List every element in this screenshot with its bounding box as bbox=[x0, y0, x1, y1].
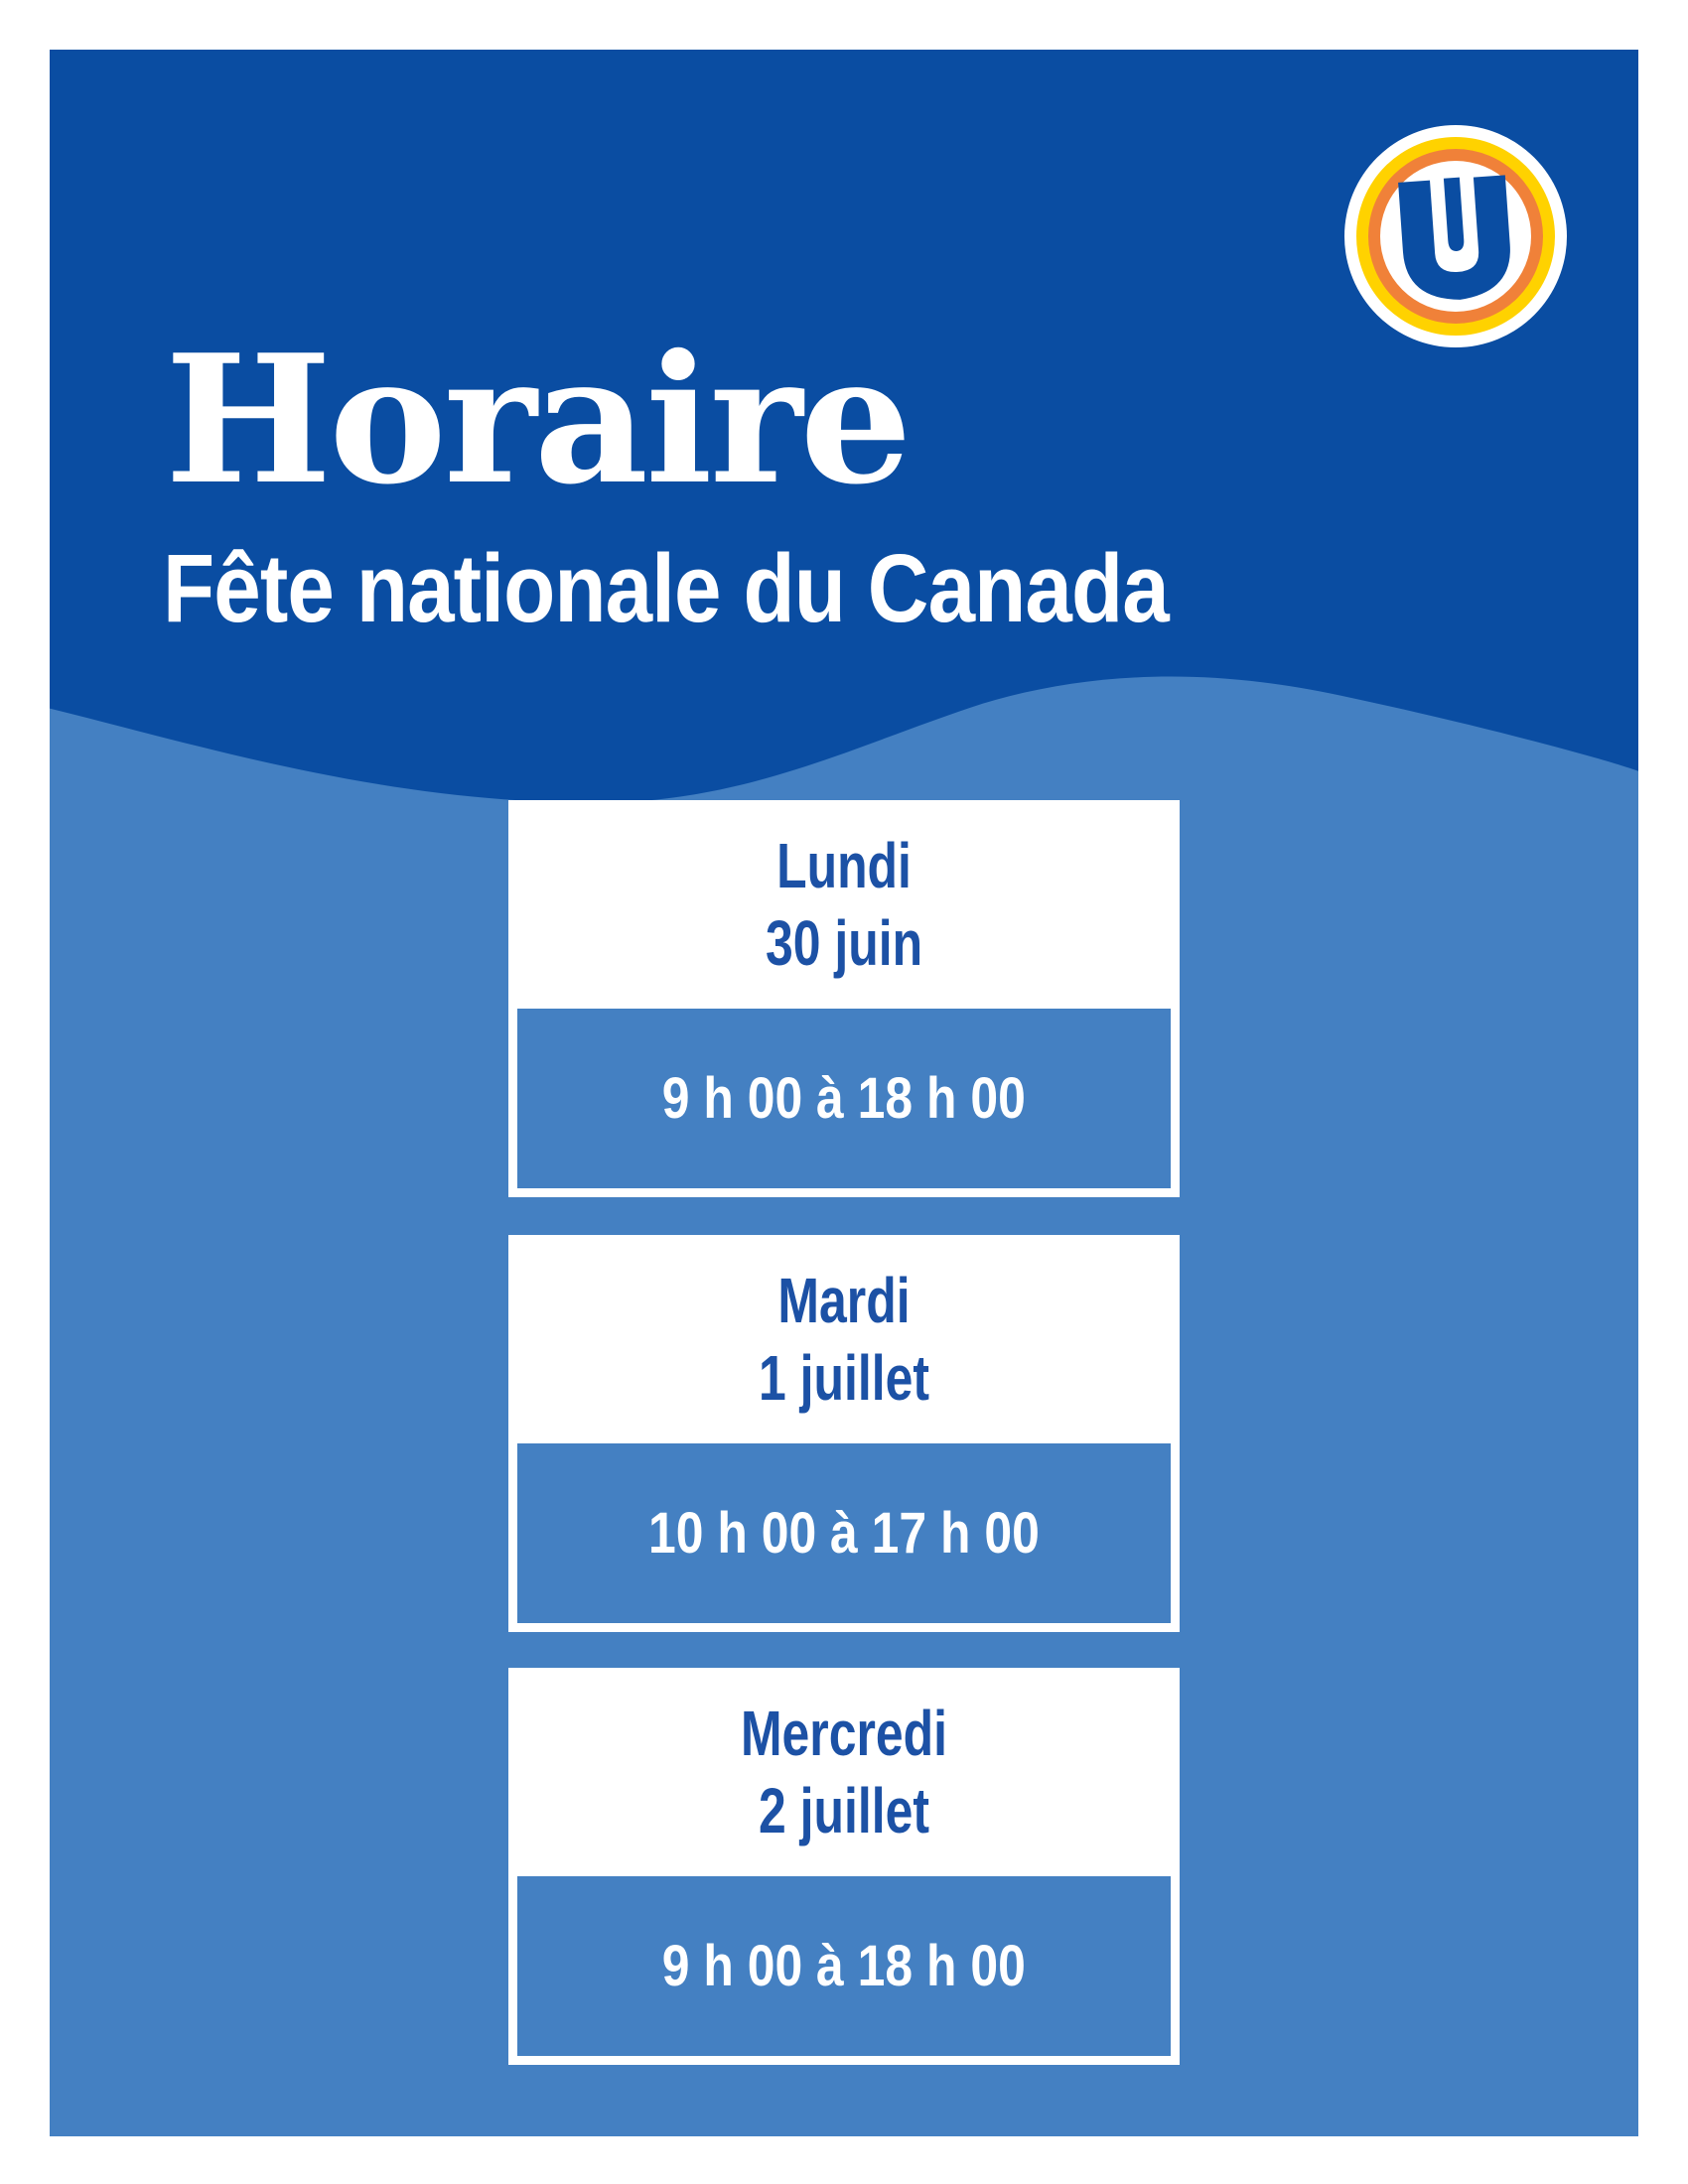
hours-label: 9 h 00 à 18 h 00 bbox=[661, 1065, 1027, 1131]
brand-logo-u-icon bbox=[1344, 125, 1567, 347]
schedule-card-lundi: Lundi 30 juin 9 h 00 à 18 h 00 bbox=[508, 800, 1180, 1197]
logo-letter-u bbox=[1398, 173, 1510, 300]
schedule-card-mercredi: Mercredi 2 juillet 9 h 00 à 18 h 00 bbox=[508, 1668, 1180, 2065]
poster-canvas: Horaire Fête nationale du Canada Lundi 3… bbox=[50, 50, 1638, 2136]
hours-box: 9 h 00 à 18 h 00 bbox=[517, 1009, 1171, 1188]
day-label: Lundi bbox=[776, 830, 912, 901]
hours-label: 10 h 00 à 17 h 00 bbox=[648, 1500, 1040, 1566]
date-label: 2 juillet bbox=[759, 1775, 929, 1846]
day-label: Mardi bbox=[777, 1265, 911, 1336]
hours-box: 10 h 00 à 17 h 00 bbox=[517, 1443, 1171, 1623]
date-label: 1 juillet bbox=[759, 1342, 929, 1414]
schedule-card-mardi: Mardi 1 juillet 10 h 00 à 17 h 00 bbox=[508, 1235, 1180, 1632]
date-label: 30 juin bbox=[765, 907, 923, 979]
card-header: Mercredi 2 juillet bbox=[589, 1668, 1098, 1876]
poster-title: Horaire bbox=[165, 316, 913, 523]
hours-label: 9 h 00 à 18 h 00 bbox=[661, 1933, 1027, 1998]
poster-subtitle: Fête nationale du Canada bbox=[163, 534, 1170, 642]
day-label: Mercredi bbox=[740, 1698, 948, 1769]
card-header: Lundi 30 juin bbox=[589, 800, 1098, 1009]
card-header: Mardi 1 juillet bbox=[589, 1235, 1098, 1443]
hours-box: 9 h 00 à 18 h 00 bbox=[517, 1876, 1171, 2056]
